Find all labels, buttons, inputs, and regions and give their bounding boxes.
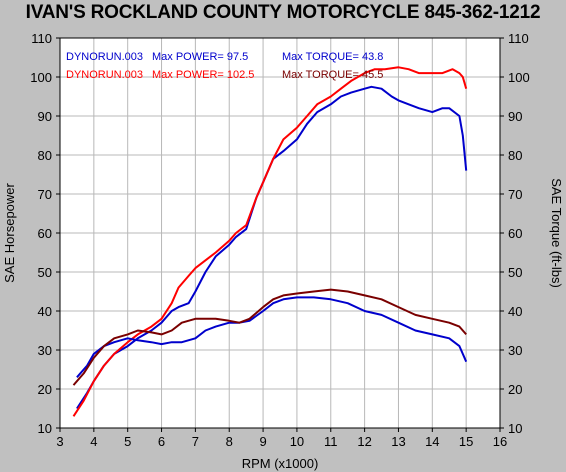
series-line-3: [72, 288, 467, 386]
y-tick-label-right: 30: [508, 343, 522, 358]
x-tick-label: 13: [391, 434, 405, 449]
legend-red-torque: Max TORQUE= 45.5: [282, 69, 383, 81]
series-lines: [72, 66, 468, 417]
x-tick-label: 9: [259, 434, 266, 449]
y-tick-label-right: 10: [508, 421, 522, 436]
x-tick-label: 16: [493, 434, 507, 449]
y-tick-label-left: 30: [38, 343, 52, 358]
x-tick-label: 12: [357, 434, 371, 449]
series-line-2: [76, 296, 468, 378]
legend-blue-torque: Max TORQUE= 43.8: [282, 51, 383, 63]
legend-blue-power: Max POWER= 97.5: [152, 51, 248, 63]
y-tick-label-left: 50: [38, 265, 52, 280]
y-tick-label-left: 10: [38, 421, 52, 436]
y-tick-label-right: 40: [508, 304, 522, 319]
y-tick-label-right: 90: [508, 109, 522, 124]
x-tick-label: 8: [226, 434, 233, 449]
y-axis-label-right: SAE Torque (ft-lbs): [549, 178, 564, 288]
y-tick-label-left: 110: [31, 31, 52, 46]
x-tick-label: 10: [290, 434, 304, 449]
y-tick-label-right: 100: [508, 70, 530, 85]
y-tick-label-left: 70: [38, 187, 52, 202]
y-tick-label-right: 70: [508, 187, 522, 202]
x-tick-label: 14: [425, 434, 439, 449]
y-tick-label-right: 50: [508, 265, 522, 280]
y-tick-label-right: 20: [508, 382, 522, 397]
y-tick-label-left: 80: [38, 148, 52, 163]
y-axis-label-left: SAE Horsepower: [2, 182, 17, 282]
y-tick-label-left: 90: [38, 109, 52, 124]
y-tick-label-left: 60: [38, 226, 52, 241]
chart-title: IVAN'S ROCKLAND COUNTY MOTORCYCLE 845-36…: [25, 2, 541, 23]
x-tick-label: 5: [124, 434, 131, 449]
x-axis-label: RPM (x1000): [242, 456, 319, 471]
y-tick-label-right: 110: [508, 31, 529, 46]
legend: DYNORUN.003 Max POWER= 97.5 Max TORQUE= …: [66, 51, 383, 81]
legend-red-run: DYNORUN.003: [66, 69, 143, 81]
legend-blue-run: DYNORUN.003: [66, 51, 143, 63]
y-tick-label-left: 100: [30, 70, 52, 85]
legend-red-power: Max POWER= 102.5: [152, 69, 254, 81]
y-tick-label-left: 20: [38, 382, 52, 397]
x-tick-label: 7: [192, 434, 199, 449]
x-tick-label: 11: [324, 434, 338, 449]
y-tick-label-right: 60: [508, 226, 522, 241]
x-tick-label: 3: [56, 434, 63, 449]
x-tick-label: 4: [90, 434, 97, 449]
y-tick-label-right: 80: [508, 148, 522, 163]
y-tick-label-left: 40: [38, 304, 52, 319]
x-tick-label: 15: [459, 434, 473, 449]
x-tick-label: 6: [158, 434, 165, 449]
